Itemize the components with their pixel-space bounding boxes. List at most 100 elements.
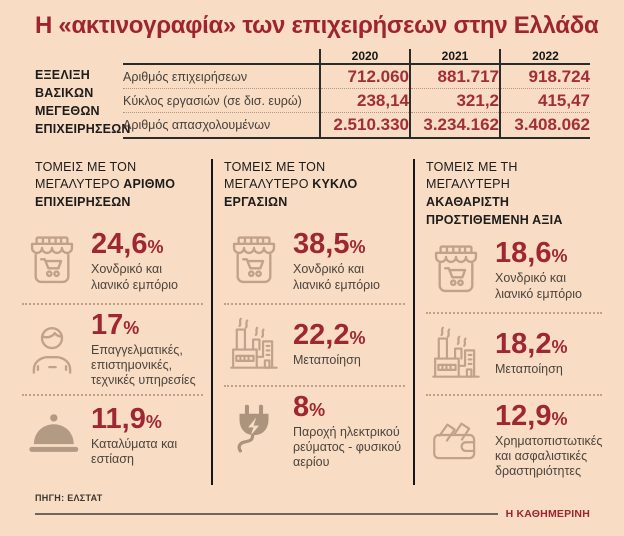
- sector-percentage: 17%: [91, 308, 203, 341]
- metric-value: 881.717: [409, 64, 500, 90]
- percent-sign: %: [551, 246, 568, 267]
- sector-column-header: ΤΟΜΕΙΣ ΜΕ ΤΟΝ ΜΕΓΑΛΥΤΕΡΟ ΚΥΚΛΟ ΕΡΓΑΣΙΩΝ: [224, 159, 389, 221]
- sectors-section: ΤΟΜΕΙΣ ΜΕ ΤΟΝ ΜΕΓΑΛΥΤΕΡΟ ΑΡΙΘΜΟ ΕΠΙΧΕΙΡΗ…: [22, 158, 603, 486]
- sector-percentage: 22,2%: [293, 318, 366, 351]
- key-figures-table: 2020 2021 2022 Αριθμός επιχειρήσεων 712.…: [123, 49, 590, 139]
- header-prefix: ΤΟΜΕΙΣ ΜΕ ΤΟΝ ΜΕΓΑΛΥΤΕΡΟ: [224, 159, 326, 192]
- sector-percentage: 18,6%: [495, 239, 602, 268]
- sector-item: 12,9% Χρηματοπιστωτικές και ασφαλιστικές…: [426, 393, 603, 486]
- metric-value: 3.408.062: [499, 112, 590, 139]
- key-figures-side-label: ΕΞΕΛΙΞΗ ΒΑΣΙΚΩΝ ΜΕΓΕΘΩΝ ΕΠΙΧΕΙΡΗΣΕΩΝ: [35, 49, 131, 139]
- percent-sign: %: [309, 399, 326, 420]
- metric-label: Κύκλος εργασιών (σε δισ. ευρώ): [123, 88, 320, 114]
- year-header: 2020: [319, 49, 410, 65]
- sector-item: 38,5% Χονδρικό και λιανικό εμπόριο: [224, 221, 405, 303]
- percent-sign: %: [349, 237, 366, 258]
- header-prefix: ΤΟΜΕΙΣ ΜΕ ΤΟΝ ΜΕΓΑΛΥΤΕΡΟ: [35, 159, 137, 192]
- sector-column-number-of-businesses: ΤΟΜΕΙΣ ΜΕ ΤΟΝ ΜΕΓΑΛΥΤΕΡΟ ΑΡΙΘΜΟ ΕΠΙΧΕΙΡΗ…: [22, 159, 211, 486]
- brand-logo: Η ΚΑΘΗΜΕΡΙΝΗ: [505, 508, 590, 521]
- sector-label: Χονδρικό και λιανικό εμπόριο: [495, 271, 582, 301]
- percentage-value: 12,9: [495, 399, 552, 432]
- side-label-line: ΜΕΓΕΘΩΝ: [35, 104, 100, 119]
- percentage-value: 38,5: [293, 228, 350, 261]
- sector-item-text: 18,6% Χονδρικό και λιανικό εμπόριο: [495, 239, 602, 302]
- year-header-row: 2020 2021 2022: [123, 49, 590, 65]
- sector-percentage: 38,5%: [293, 230, 405, 259]
- sector-label: Καταλύματα και εστίαση: [91, 437, 178, 467]
- year-header: 2021: [409, 49, 500, 65]
- metric-label: Αριθμός επιχειρήσεων: [123, 64, 320, 90]
- table-row: Αριθμός επιχειρήσεων 712.060 881.717 918…: [123, 64, 590, 90]
- sector-item: 24,6% Χονδρικό και λιανικό εμπόριο: [22, 221, 203, 303]
- wallet-icon: [426, 411, 486, 469]
- shop-icon: [22, 233, 82, 291]
- percentage-value: 8: [293, 390, 310, 423]
- side-label-line: ΒΑΣΙΚΩΝ: [35, 86, 94, 101]
- factory-icon: [224, 316, 284, 374]
- percent-sign: %: [145, 412, 162, 432]
- percentage-value: 18,6: [495, 237, 552, 270]
- footer: Η ΚΑΘΗΜΕΡΙΝΗ: [35, 508, 590, 520]
- metric-value: 415,47: [499, 88, 590, 114]
- sector-label: Χονδρικό και λιανικό εμπόριο: [293, 262, 380, 292]
- metric-value: 712.060: [319, 64, 410, 90]
- sector-label: Χονδρικό και λιανικό εμπόριο: [91, 262, 178, 292]
- sector-percentage: 24,6%: [91, 230, 203, 259]
- footer-rule: [35, 513, 498, 516]
- side-label-line: ΕΞΕΛΙΞΗ: [35, 68, 91, 82]
- plug-icon: [224, 402, 284, 460]
- percent-sign: %: [123, 317, 140, 338]
- person-icon: [22, 320, 82, 378]
- table-row: Κύκλος εργασιών (σε δισ. ευρώ) 238,14 32…: [123, 88, 590, 114]
- sector-item: 22,2% Μεταποίηση: [224, 302, 405, 385]
- sector-column-header: ΤΟΜΕΙΣ ΜΕ ΤΗ ΜΕΓΑΛΥΤΕΡΗ ΑΚΑΘΑΡΙΣΤΗ ΠΡΟΣΤ…: [426, 159, 591, 230]
- sector-item: 18,2% Μεταποίηση: [426, 311, 603, 394]
- metric-value: 2.510.330: [319, 112, 410, 139]
- percentage-value: 17: [91, 308, 124, 341]
- percent-sign: %: [147, 237, 164, 258]
- header-prefix: ΤΟΜΕΙΣ ΜΕ ΤΗ ΜΕΓΑΛΥΤΕΡΗ: [426, 159, 518, 192]
- sector-item-text: 11,9% Καταλύματα και εστίαση: [91, 405, 203, 468]
- sector-item: 8% Παροχή ηλεκτρικού ρεύματος - φυσικού …: [224, 384, 405, 477]
- percent-sign: %: [349, 327, 366, 348]
- percentage-value: 22,2: [293, 318, 350, 351]
- sector-percentage: 8%: [293, 390, 405, 423]
- page-title: Η «ακτινογραφία» των επιχειρήσεων στην Ε…: [35, 12, 599, 39]
- metric-value: 321,2: [409, 88, 500, 114]
- sector-label: Επαγγελματικές, επιστημονικές, τεχνικές …: [91, 342, 196, 388]
- percentage-value: 24,6: [91, 228, 148, 261]
- sector-column-header: ΤΟΜΕΙΣ ΜΕ ΤΟΝ ΜΕΓΑΛΥΤΕΡΟ ΑΡΙΘΜΟ ΕΠΙΧΕΙΡΗ…: [35, 159, 200, 221]
- sector-label: Χρηματοπιστωτικές και ασφαλιστικές δραστ…: [495, 433, 603, 479]
- sector-column-turnover: ΤΟΜΕΙΣ ΜΕ ΤΟΝ ΜΕΓΑΛΥΤΕΡΟ ΚΥΚΛΟ ΕΡΓΑΣΙΩΝ …: [211, 158, 413, 486]
- sector-percentage: 12,9%: [495, 399, 602, 432]
- shop-icon: [224, 233, 284, 291]
- metric-label: Αριθμός απασχολουμένων: [123, 112, 320, 139]
- sector-item-text: 38,5% Χονδρικό και λιανικό εμπόριο: [293, 230, 405, 293]
- sector-item-text: 8% Παροχή ηλεκτρικού ρεύματος - φυσικού …: [293, 390, 405, 471]
- percentage-value: 18,2: [495, 327, 552, 360]
- sector-item-text: 24,6% Χονδρικό και λιανικό εμπόριο: [91, 230, 203, 293]
- header-bold: ΑΡΙΘΜΟ ΕΠΙΧΕΙΡΗΣΕΩΝ: [35, 177, 176, 209]
- factory-icon: [426, 325, 486, 383]
- sector-item: 11,9% Καταλύματα και εστίαση: [22, 394, 203, 476]
- empty-header-cell: [123, 49, 320, 65]
- header-bold: ΚΥΚΛΟ ΕΡΓΑΣΙΩΝ: [224, 177, 358, 209]
- metric-value: 918.724: [499, 64, 590, 90]
- cloche-icon: [22, 407, 82, 465]
- metric-value: 238,14: [319, 88, 410, 114]
- sector-item-text: 22,2% Μεταποίηση: [293, 318, 366, 368]
- sector-item-text: 17% Επαγγελματικές, επιστημονικές, τεχνι…: [91, 308, 203, 389]
- sector-item: 17% Επαγγελματικές, επιστημονικές, τεχνι…: [22, 302, 203, 395]
- sector-column-gross-value-added: ΤΟΜΕΙΣ ΜΕ ΤΗ ΜΕΓΑΛΥΤΕΡΗ ΑΚΑΘΑΡΙΣΤΗ ΠΡΟΣΤ…: [413, 158, 610, 486]
- year-header: 2022: [499, 49, 590, 65]
- table-row: Αριθμός απασχολουμένων 2.510.330 3.234.1…: [123, 112, 590, 139]
- metric-value: 3.234.162: [409, 112, 500, 139]
- header-bold: ΑΚΑΘΑΡΙΣΤΗ ΠΡΟΣΤΙΘΕΜΕΝΗ ΑΞΙΑ: [426, 195, 563, 227]
- shop-icon: [426, 242, 486, 300]
- sector-percentage: 18,2%: [495, 327, 568, 360]
- percent-sign: %: [551, 336, 568, 357]
- percent-sign: %: [551, 408, 568, 429]
- key-figures-section: ΕΞΕΛΙΞΗ ΒΑΣΙΚΩΝ ΜΕΓΕΘΩΝ ΕΠΙΧΕΙΡΗΣΕΩΝ 202…: [35, 49, 590, 139]
- side-label-line: ΕΠΙΧΕΙΡΗΣΕΩΝ: [35, 122, 131, 137]
